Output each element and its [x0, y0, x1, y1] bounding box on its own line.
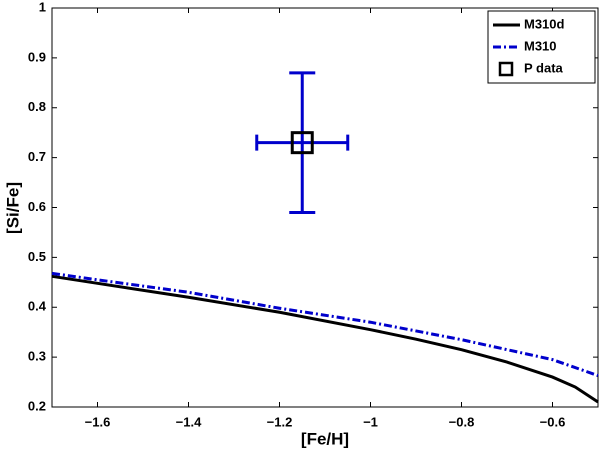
x-tick-label: −1 [363, 414, 378, 429]
x-tick-label: −1.4 [176, 414, 202, 429]
legend-symbol [498, 61, 514, 77]
y-tick-label: 0.2 [28, 398, 46, 413]
line-series [51, 271, 599, 377]
legend-label: P data [524, 60, 564, 75]
y-tick-label: 0.4 [28, 299, 47, 314]
x-tick-label: −0.6 [540, 414, 566, 429]
x-error-bar [255, 134, 350, 151]
data-point [290, 131, 314, 155]
y-tick-label: 0.7 [28, 149, 46, 164]
y-tick-label: 0.8 [28, 99, 46, 114]
legend-label: M310d [524, 16, 565, 31]
y-tick-label: 1 [39, 0, 46, 14]
y-tick-label: 0.9 [28, 49, 46, 64]
x-tick-label: −0.8 [449, 414, 475, 429]
x-axis-label: [Fe/H] [301, 429, 349, 448]
legend-label: M310 [524, 38, 557, 53]
y-axis-label: [Si/Fe] [3, 182, 22, 234]
x-tick-label: −1.6 [85, 414, 111, 429]
y-tick-label: 0.3 [28, 349, 46, 364]
y-tick-label: 0.6 [28, 199, 46, 214]
y-tick-label: 0.5 [28, 249, 46, 264]
x-tick-label: −1.2 [267, 414, 293, 429]
line-series [51, 274, 599, 404]
